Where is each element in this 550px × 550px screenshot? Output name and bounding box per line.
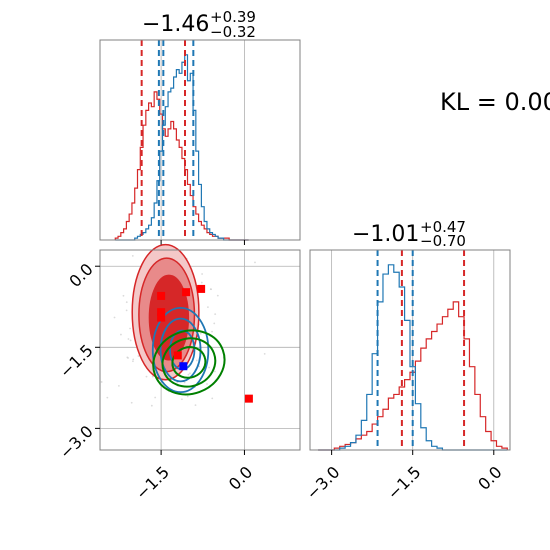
joint-panel: −1.5 0.0 0.0 −1.5 −3.0 <box>56 243 301 503</box>
sample-point <box>213 322 216 325</box>
sample-point <box>125 309 128 312</box>
sample-point <box>206 383 208 385</box>
sample-point <box>186 395 189 398</box>
sample-point <box>183 381 186 384</box>
marginal-2-border <box>309 249 511 451</box>
marginal-2-title-value: −1.01 <box>352 222 419 247</box>
sample-point <box>201 273 204 275</box>
sample-point <box>132 360 134 363</box>
sample-point <box>100 381 103 383</box>
joint-red-contours <box>131 243 200 381</box>
sample-point <box>117 384 120 387</box>
sample-point <box>129 339 132 342</box>
x-tick-label: 0.0 <box>225 462 256 493</box>
marginal-panel-param-1: −1.46 +0.39 −0.32 <box>99 8 301 245</box>
marginal-2-title-upper: +0.47 <box>420 218 466 236</box>
marginal-2-ticks: −3.0 −1.5 0.0 <box>303 450 506 503</box>
sample-point <box>106 396 109 399</box>
sample-point <box>122 294 125 297</box>
sample-point <box>263 353 266 355</box>
sample-point <box>189 372 191 375</box>
green-contour <box>171 346 207 379</box>
sample-point <box>195 359 198 362</box>
sample-point <box>180 398 183 401</box>
sample-point <box>207 306 209 309</box>
marginal-1-title-lower: −0.32 <box>210 23 256 41</box>
blue-histogram <box>115 54 249 241</box>
joint-markers <box>157 284 253 403</box>
red-histogram <box>114 91 249 241</box>
y-tick-label: −1.5 <box>56 341 97 382</box>
x-tick-label: −1.5 <box>132 462 173 503</box>
sample-point <box>200 281 203 284</box>
sample-point <box>129 327 131 330</box>
sample-point <box>127 338 130 340</box>
red-marker <box>157 313 166 322</box>
red-marker <box>182 288 191 297</box>
sample-point <box>216 294 219 297</box>
green-contour <box>161 337 217 388</box>
sample-point <box>210 288 212 291</box>
blue-contour <box>151 306 210 394</box>
sample-point <box>126 356 129 359</box>
sample-point <box>254 261 256 264</box>
sample-point <box>208 366 211 369</box>
x-tick-label: 0.0 <box>474 462 505 493</box>
marginal-1-quantile-lines <box>140 40 195 240</box>
sample-point <box>113 316 116 319</box>
red-marker <box>197 284 206 293</box>
marginal-panel-param-2: −3.0 −1.5 0.0 −1.01 +0.47 −0.70 <box>303 218 511 503</box>
x-tick-label: −1.5 <box>384 462 425 503</box>
y-tick-label: 0.0 <box>65 260 96 291</box>
sample-point <box>145 375 148 378</box>
green-contour <box>152 329 226 396</box>
sample-point <box>211 397 214 400</box>
sample-point <box>214 313 217 316</box>
sample-point <box>199 332 202 335</box>
marginal-1-histograms <box>114 54 249 241</box>
red-marker <box>244 394 253 403</box>
sample-point <box>130 401 133 404</box>
sample-point <box>131 254 134 257</box>
sample-point <box>187 373 190 376</box>
joint-green-contours <box>152 329 226 396</box>
y-tick-label: −3.0 <box>56 422 97 463</box>
marginal-1-title-value: −1.46 <box>142 12 209 37</box>
sample-point <box>214 370 216 373</box>
sample-point <box>151 375 154 378</box>
sample-point <box>137 355 140 357</box>
sample-point <box>125 301 128 304</box>
sample-point <box>194 404 197 407</box>
marginal-1-grid <box>160 40 245 240</box>
red-marker <box>157 291 166 300</box>
sample-point <box>211 330 213 333</box>
marginal-2-title-lower: −0.70 <box>420 232 466 250</box>
marginal-1-frame <box>100 40 300 240</box>
marginal-1-border <box>99 39 301 241</box>
sample-point <box>120 333 122 336</box>
marginal-1-ticks <box>160 240 245 245</box>
sample-point <box>132 358 135 361</box>
sample-point <box>154 396 157 399</box>
marginal-1-title-upper: +0.39 <box>210 8 256 26</box>
marginal-2-quantile-lines <box>376 250 466 450</box>
kl-annotation: KL = 0.00 <box>440 88 550 116</box>
red-marker <box>173 351 182 360</box>
x-tick-label: −3.0 <box>303 462 344 503</box>
joint-border <box>99 249 301 451</box>
red-marker <box>157 308 166 317</box>
blue-marker <box>179 362 188 371</box>
sample-point <box>150 404 153 407</box>
